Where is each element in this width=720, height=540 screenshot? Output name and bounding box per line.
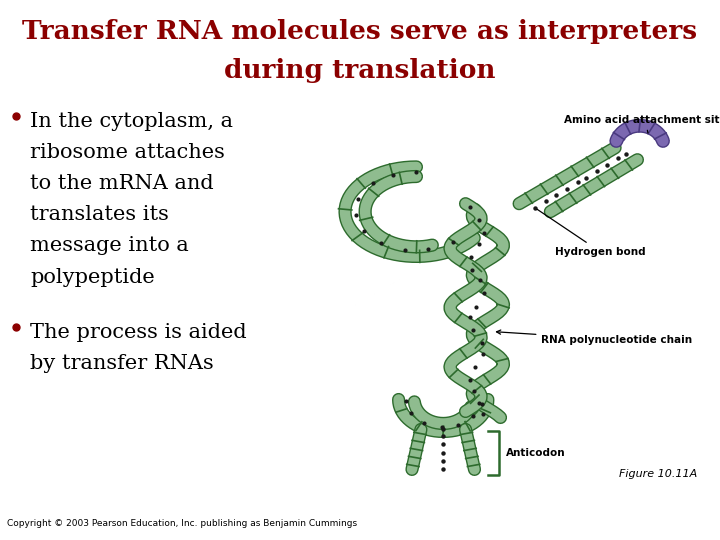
Text: Hydrogen bond: Hydrogen bond: [537, 209, 645, 256]
Text: translates its: translates its: [30, 205, 169, 224]
Text: ribosome attaches: ribosome attaches: [30, 143, 225, 162]
Text: RNA polynucleotide chain: RNA polynucleotide chain: [497, 330, 693, 345]
Text: Figure 10.11A: Figure 10.11A: [619, 469, 698, 480]
Text: during translation: during translation: [224, 58, 496, 83]
Text: Amino acid attachment site: Amino acid attachment site: [564, 115, 720, 133]
Text: message into a: message into a: [30, 237, 189, 255]
Text: by transfer RNAs: by transfer RNAs: [30, 354, 214, 373]
Text: The process is aided: The process is aided: [30, 323, 247, 342]
Text: In the cytoplasm, a: In the cytoplasm, a: [30, 112, 233, 131]
Text: Copyright © 2003 Pearson Education, Inc. publishing as Benjamin Cummings: Copyright © 2003 Pearson Education, Inc.…: [7, 518, 357, 528]
Text: Transfer RNA molecules serve as interpreters: Transfer RNA molecules serve as interpre…: [22, 19, 698, 44]
Text: to the mRNA and: to the mRNA and: [30, 174, 214, 193]
Text: Anticodon: Anticodon: [505, 448, 565, 458]
Text: polypeptide: polypeptide: [30, 268, 155, 287]
